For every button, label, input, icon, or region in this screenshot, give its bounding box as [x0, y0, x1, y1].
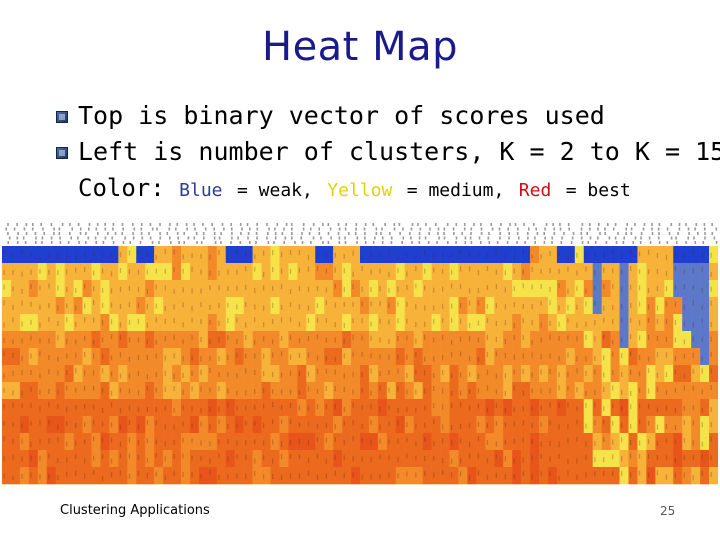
square-bullet-icon: [56, 147, 68, 159]
color-legend-blue-desc: = weak,: [236, 180, 313, 201]
color-legend-red: Red: [518, 180, 552, 201]
color-legend-yellow: Yellow: [327, 180, 393, 201]
color-legend-yellow-desc: = medium,: [406, 180, 505, 201]
square-bullet-icon: [56, 111, 68, 123]
color-legend-blue: Blue: [179, 180, 223, 201]
bullet-list: Top is binary vector of scores used Left…: [56, 98, 720, 170]
heatmap-image: [2, 220, 718, 492]
footer-course-title: Clustering Applications: [60, 503, 210, 518]
bullet-item-1: Top is binary vector of scores used: [56, 98, 716, 134]
bullet-text-1: Top is binary vector of scores used: [78, 101, 605, 130]
color-legend-red-desc: = best: [565, 180, 631, 201]
bullet-text-2: Left is number of clusters, K = 2 to K =…: [78, 137, 720, 166]
page-number: 25: [660, 504, 676, 518]
color-legend-line: Color: Blue = weak, Yellow = medium, Red…: [78, 174, 631, 202]
color-legend-label: Color:: [78, 174, 165, 202]
slide-title: Heat Map: [261, 24, 458, 70]
bullet-item-2: Left is number of clusters, K = 2 to K =…: [56, 134, 720, 170]
